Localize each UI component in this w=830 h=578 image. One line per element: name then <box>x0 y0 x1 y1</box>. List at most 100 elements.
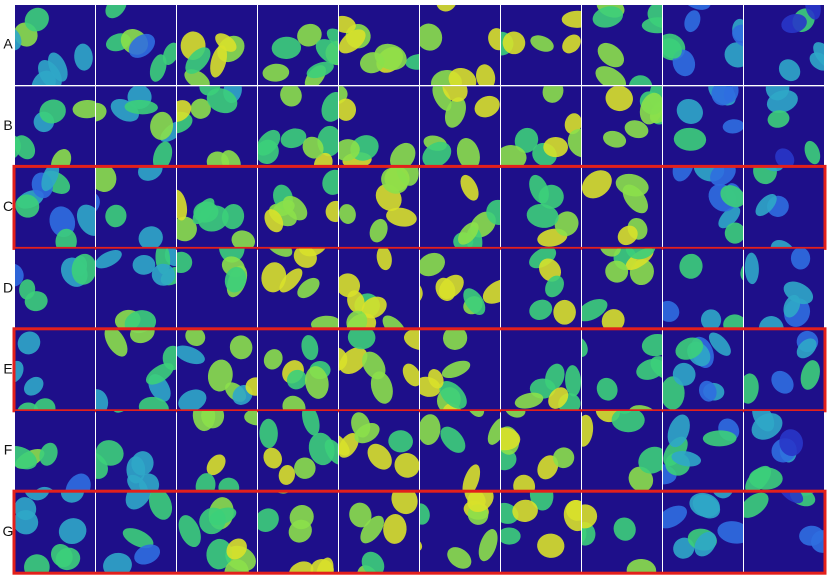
nucleus <box>15 194 40 218</box>
nucleus <box>663 38 682 59</box>
tile-content <box>258 329 338 410</box>
tile-content <box>501 411 581 491</box>
nucleus <box>765 86 790 101</box>
nucleus <box>663 505 688 529</box>
image-tile <box>663 329 743 410</box>
nucleus <box>694 531 717 557</box>
tile-content <box>96 492 176 573</box>
nucleus <box>435 277 456 301</box>
image-tile <box>177 492 257 573</box>
nucleus <box>313 152 333 167</box>
tile-content <box>663 492 743 573</box>
nucleus <box>420 503 430 525</box>
nucleus <box>128 33 155 58</box>
image-tile <box>420 167 500 248</box>
image-tile <box>501 329 581 410</box>
nucleus <box>676 98 703 124</box>
nucleus <box>732 24 743 48</box>
image-tile <box>420 248 500 329</box>
nucleus <box>207 359 233 392</box>
tile-content <box>663 411 743 491</box>
nucleus <box>145 363 174 385</box>
nucleus <box>221 203 245 230</box>
nucleus <box>354 422 380 444</box>
tile-content <box>663 86 743 167</box>
row-label: G <box>3 523 14 539</box>
nucleus <box>184 69 210 85</box>
nucleus <box>724 222 743 244</box>
image-tile <box>15 86 95 167</box>
nucleus <box>38 59 62 85</box>
nucleus <box>748 467 783 490</box>
tile-content <box>15 248 95 329</box>
nucleus <box>50 543 73 568</box>
nucleus <box>442 329 468 350</box>
nucleus <box>605 260 629 283</box>
nucleus <box>718 206 741 229</box>
tile-content <box>663 329 743 410</box>
image-tile <box>744 167 824 248</box>
tile-content <box>96 167 176 248</box>
nucleus <box>805 5 821 20</box>
nucleus <box>24 554 50 573</box>
nucleus <box>122 528 154 549</box>
nucleus <box>190 98 211 119</box>
nucleus <box>376 248 392 271</box>
image-tile <box>501 411 581 491</box>
nucleus <box>723 86 739 103</box>
nucleus <box>628 75 653 85</box>
nucleus <box>636 358 662 380</box>
tile-content <box>582 167 662 248</box>
nucleus <box>24 492 50 501</box>
nucleus <box>592 6 624 28</box>
nucleus <box>800 360 820 390</box>
tile-content <box>744 329 824 410</box>
nucleus <box>514 127 539 153</box>
nucleus <box>501 527 521 545</box>
image-tile <box>420 492 500 573</box>
nucleus <box>383 514 407 544</box>
image-tile <box>339 86 419 167</box>
nucleus <box>582 414 594 447</box>
nucleus <box>177 100 192 122</box>
nucleus <box>717 521 743 544</box>
nucleus <box>24 7 49 32</box>
nucleus <box>611 411 645 433</box>
nucleus <box>432 86 452 111</box>
image-tile <box>96 167 176 248</box>
image-tile <box>501 248 581 329</box>
tile-content <box>663 5 743 85</box>
nucleus <box>639 92 662 125</box>
nucleus <box>72 99 95 119</box>
nucleus <box>199 507 226 535</box>
nucleus <box>720 185 743 208</box>
nucleus <box>394 452 419 478</box>
tile-content <box>177 5 257 85</box>
image-tile <box>582 492 662 573</box>
nucleus <box>288 519 312 543</box>
image-tile <box>744 329 824 410</box>
tile-content <box>258 492 338 573</box>
nucleus <box>596 377 618 401</box>
nucleus <box>339 15 356 34</box>
nucleus <box>779 429 804 457</box>
nucleus <box>15 26 22 51</box>
nucleus <box>501 502 519 524</box>
tile-content <box>420 248 500 329</box>
tile-content <box>420 86 500 167</box>
row-label: E <box>3 361 12 377</box>
nucleus <box>103 552 132 573</box>
tile-content <box>177 86 257 167</box>
tile-content <box>744 5 824 85</box>
nucleus <box>15 360 24 383</box>
nucleus <box>478 529 498 562</box>
row-label: D <box>3 279 13 295</box>
nucleus <box>258 139 279 165</box>
nucleus <box>339 432 359 458</box>
nucleus <box>530 35 554 52</box>
nucleus <box>206 88 238 114</box>
nucleus <box>755 193 777 217</box>
nucleus <box>124 310 157 329</box>
nucleus <box>60 492 85 503</box>
nucleus <box>278 465 296 485</box>
